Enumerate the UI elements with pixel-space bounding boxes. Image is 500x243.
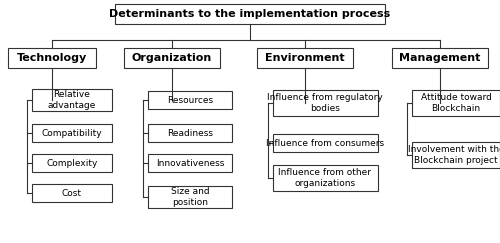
Text: Complexity: Complexity	[46, 158, 98, 167]
Bar	[124, 48, 220, 68]
Bar	[148, 154, 232, 172]
Bar	[272, 90, 378, 116]
Text: Resources: Resources	[167, 95, 213, 104]
Bar	[148, 186, 232, 208]
Bar	[412, 90, 500, 116]
Bar	[32, 184, 112, 202]
Text: Determinants to the implementation process: Determinants to the implementation proce…	[110, 9, 390, 19]
Text: Organization: Organization	[132, 53, 212, 63]
Bar	[148, 91, 232, 109]
Text: Innovativeness: Innovativeness	[156, 158, 224, 167]
Bar	[115, 4, 385, 24]
Text: Compatibility: Compatibility	[42, 129, 102, 138]
Bar	[32, 89, 112, 111]
Bar	[148, 124, 232, 142]
Text: Influence from consumers: Influence from consumers	[266, 139, 384, 148]
Text: Cost: Cost	[62, 189, 82, 198]
Bar	[257, 48, 353, 68]
Text: Influence from regulatory
bodies: Influence from regulatory bodies	[267, 93, 383, 113]
Text: Environment: Environment	[265, 53, 345, 63]
Text: Attitude toward
Blockchain: Attitude toward Blockchain	[420, 93, 492, 113]
Bar	[32, 124, 112, 142]
Bar	[32, 154, 112, 172]
Text: Management: Management	[400, 53, 480, 63]
Bar	[392, 48, 488, 68]
Bar	[8, 48, 96, 68]
Text: Readiness: Readiness	[167, 129, 213, 138]
Text: Involvement with the
Blockchain project: Involvement with the Blockchain project	[408, 145, 500, 165]
Text: Influence from other
organizations: Influence from other organizations	[278, 168, 372, 188]
Text: Relative
advantage: Relative advantage	[48, 90, 96, 110]
Bar	[412, 142, 500, 168]
Bar	[272, 165, 378, 191]
Text: Technology: Technology	[17, 53, 87, 63]
Text: Size and
position: Size and position	[170, 187, 209, 207]
Bar	[272, 134, 378, 152]
